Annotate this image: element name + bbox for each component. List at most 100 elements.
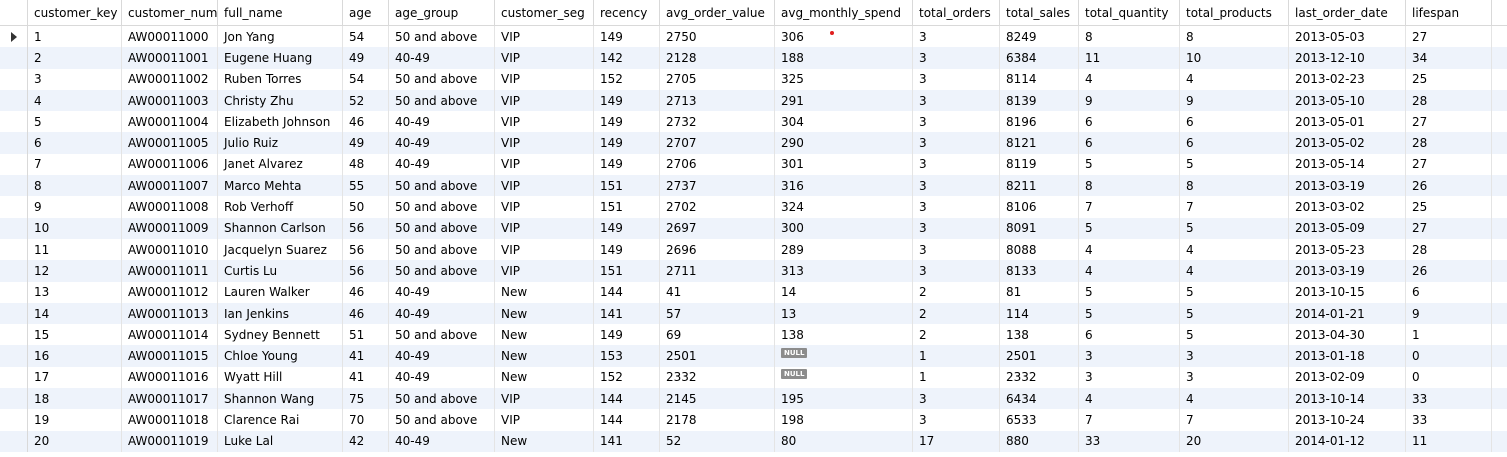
cell-lifespan[interactable]: 27 xyxy=(1406,26,1492,48)
cell-recency[interactable]: 141 xyxy=(594,302,660,325)
cell-last-order-date[interactable]: 2013-05-02 xyxy=(1289,132,1406,154)
cell-age[interactable]: 46 xyxy=(343,281,389,303)
cell-age[interactable]: 41 xyxy=(343,345,389,367)
cell-avg-monthly-spend[interactable]: 313 xyxy=(775,260,913,282)
cell-total-quantity[interactable]: 3 xyxy=(1079,345,1180,367)
cell-total-orders[interactable]: 3 xyxy=(913,196,1000,218)
cell-avg-order-value[interactable]: 2332 xyxy=(660,366,775,389)
cell-full-name[interactable]: Shannon Wang xyxy=(218,388,343,410)
cell-customer-seg[interactable]: New xyxy=(495,281,594,303)
cell-age[interactable]: 50 xyxy=(343,196,389,218)
cell-total-products[interactable]: 5 xyxy=(1180,302,1289,325)
cell-avg-monthly-spend[interactable]: 290 xyxy=(775,132,913,154)
cell-total-products[interactable]: 5 xyxy=(1180,217,1289,239)
cell-full-name[interactable]: Ruben Torres xyxy=(218,68,343,90)
column-header-total-products[interactable]: total_products xyxy=(1180,0,1289,25)
cell-customer-key[interactable]: 10 xyxy=(28,217,122,239)
cell-total-quantity[interactable]: 7 xyxy=(1079,196,1180,218)
cell-age-group[interactable]: 50 and above xyxy=(389,260,495,282)
cell-last-order-date[interactable]: 2013-05-09 xyxy=(1289,217,1406,239)
cell-last-order-date[interactable]: 2014-01-21 xyxy=(1289,302,1406,325)
cell-customer-key[interactable]: 20 xyxy=(28,430,122,452)
cell-total-orders[interactable]: 3 xyxy=(913,388,1000,410)
cell-full-name[interactable]: Clarence Rai xyxy=(218,409,343,431)
cell-customer-seg[interactable]: VIP xyxy=(495,153,594,176)
cell-avg-monthly-spend[interactable]: 80 xyxy=(775,430,913,452)
table-row[interactable]: 5 AW00011004 Elizabeth Johnson 46 40-49 VIP 14… xyxy=(0,111,1507,133)
column-header-avg-order-value[interactable]: avg_order_value xyxy=(660,0,775,25)
cell-customer-key[interactable]: 4 xyxy=(28,89,122,112)
cell-avg-monthly-spend[interactable]: 195 xyxy=(775,388,913,410)
cell-total-products[interactable]: 4 xyxy=(1180,260,1289,282)
cell-recency[interactable]: 149 xyxy=(594,324,660,346)
cell-last-order-date[interactable]: 2013-05-01 xyxy=(1289,111,1406,133)
cell-avg-order-value[interactable]: 52 xyxy=(660,430,775,452)
cell-customer-num[interactable]: AW00011010 xyxy=(122,238,218,261)
cell-total-quantity[interactable]: 5 xyxy=(1079,302,1180,325)
cell-customer-seg[interactable]: VIP xyxy=(495,238,594,261)
cell-avg-monthly-spend[interactable]: 306 xyxy=(775,26,913,48)
cell-age-group[interactable]: 50 and above xyxy=(389,89,495,112)
cell-full-name[interactable]: Christy Zhu xyxy=(218,89,343,112)
row-gutter[interactable] xyxy=(0,89,28,112)
cell-age[interactable]: 41 xyxy=(343,366,389,389)
cell-age[interactable]: 42 xyxy=(343,430,389,452)
cell-total-sales[interactable]: 880 xyxy=(1000,430,1079,452)
cell-lifespan[interactable]: 33 xyxy=(1406,388,1492,410)
cell-total-quantity[interactable]: 5 xyxy=(1079,153,1180,176)
cell-full-name[interactable]: Wyatt Hill xyxy=(218,366,343,389)
cell-customer-key[interactable]: 1 xyxy=(28,26,122,48)
cell-avg-order-value[interactable]: 41 xyxy=(660,281,775,303)
cell-total-quantity[interactable]: 33 xyxy=(1079,430,1180,452)
cell-total-products[interactable]: 8 xyxy=(1180,175,1289,197)
cell-customer-key[interactable]: 12 xyxy=(28,260,122,282)
cell-lifespan[interactable]: 11 xyxy=(1406,430,1492,452)
cell-full-name[interactable]: Curtis Lu xyxy=(218,260,343,282)
row-gutter[interactable] xyxy=(0,132,28,154)
cell-total-products[interactable]: 3 xyxy=(1180,345,1289,367)
cell-customer-seg[interactable]: VIP xyxy=(495,26,594,48)
cell-total-quantity[interactable]: 4 xyxy=(1079,238,1180,261)
cell-last-order-date[interactable]: 2013-02-23 xyxy=(1289,68,1406,90)
cell-age[interactable]: 46 xyxy=(343,111,389,133)
cell-avg-monthly-spend[interactable]: 325 xyxy=(775,68,913,90)
cell-recency[interactable]: 151 xyxy=(594,175,660,197)
cell-total-orders[interactable]: 3 xyxy=(913,238,1000,261)
cell-total-orders[interactable]: 2 xyxy=(913,302,1000,325)
cell-age-group[interactable]: 40-49 xyxy=(389,345,495,367)
cell-age[interactable]: 75 xyxy=(343,388,389,410)
cell-avg-order-value[interactable]: 57 xyxy=(660,302,775,325)
cell-total-products[interactable]: 5 xyxy=(1180,324,1289,346)
cell-age-group[interactable]: 50 and above xyxy=(389,238,495,261)
cell-customer-seg[interactable]: VIP xyxy=(495,217,594,239)
cell-lifespan[interactable]: 27 xyxy=(1406,111,1492,133)
cell-total-sales[interactable]: 6384 xyxy=(1000,47,1079,69)
cell-age-group[interactable]: 40-49 xyxy=(389,111,495,133)
cell-age-group[interactable]: 50 and above xyxy=(389,217,495,239)
table-row[interactable]: 14 AW00011013 Ian Jenkins 46 40-49 New 141 57 13… xyxy=(0,302,1507,325)
column-header-lifespan[interactable]: lifespan xyxy=(1406,0,1492,25)
cell-total-products[interactable]: 4 xyxy=(1180,388,1289,410)
cell-age-group[interactable]: 40-49 xyxy=(389,153,495,176)
cell-customer-key[interactable]: 14 xyxy=(28,302,122,325)
cell-lifespan[interactable]: 27 xyxy=(1406,217,1492,239)
cell-full-name[interactable]: Sydney Bennett xyxy=(218,324,343,346)
table-row[interactable]: 15 AW00011014 Sydney Bennett 51 50 and above… xyxy=(0,324,1507,346)
row-gutter[interactable] xyxy=(0,196,28,218)
table-row[interactable]: 8 AW00011007 Marco Mehta 55 50 and above VIP 1… xyxy=(0,175,1507,197)
cell-recency[interactable]: 153 xyxy=(594,345,660,367)
cell-age-group[interactable]: 50 and above xyxy=(389,409,495,431)
cell-customer-seg[interactable]: VIP xyxy=(495,132,594,154)
cell-avg-monthly-spend[interactable]: 198 xyxy=(775,409,913,431)
cell-customer-seg[interactable]: VIP xyxy=(495,68,594,90)
cell-lifespan[interactable]: 25 xyxy=(1406,196,1492,218)
row-gutter[interactable] xyxy=(0,281,28,303)
cell-avg-order-value[interactable]: 2737 xyxy=(660,175,775,197)
cell-total-orders[interactable]: 3 xyxy=(913,217,1000,239)
cell-avg-order-value[interactable]: 2713 xyxy=(660,89,775,112)
cell-customer-num[interactable]: AW00011016 xyxy=(122,366,218,389)
cell-last-order-date[interactable]: 2013-10-24 xyxy=(1289,409,1406,431)
cell-total-quantity[interactable]: 4 xyxy=(1079,388,1180,410)
cell-total-quantity[interactable]: 8 xyxy=(1079,26,1180,48)
cell-customer-seg[interactable]: VIP xyxy=(495,89,594,112)
